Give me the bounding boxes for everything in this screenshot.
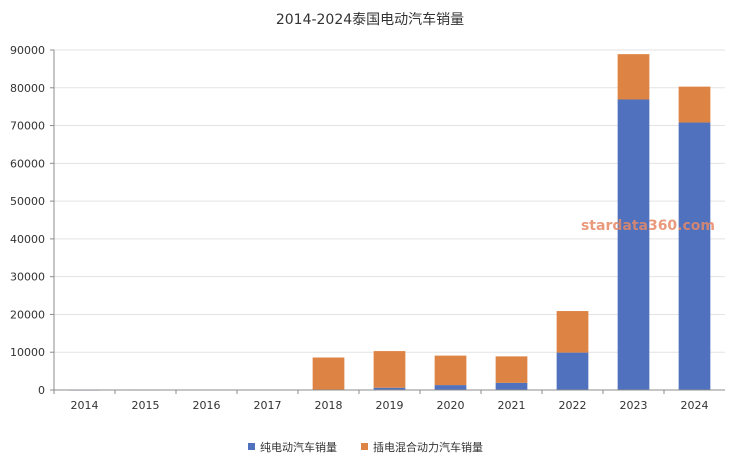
bar-phev-2022	[556, 311, 589, 353]
x-tick-label: 2019	[376, 399, 404, 412]
y-tick-label: 60000	[10, 157, 45, 170]
x-tick-label: 2018	[315, 399, 343, 412]
y-tick-label: 90000	[10, 44, 45, 57]
grid-lines	[54, 49, 725, 353]
bar-bev-2024	[678, 122, 711, 391]
x-tick-label: 2017	[254, 399, 282, 412]
bar-bev-2022	[556, 352, 589, 390]
y-tick-label: 50000	[10, 195, 45, 208]
legend-swatch	[361, 443, 368, 450]
legend: 纯电动汽车销量 插电混合动力汽车销量	[248, 440, 483, 454]
x-tick-label: 2014	[71, 399, 99, 412]
bars	[68, 54, 711, 391]
watermark-text: stardata360.com	[581, 218, 715, 234]
y-axis-ticks: 0 10000 20000 30000 40000 50000 60000 70000 8000…	[10, 44, 54, 397]
x-tick-label: 2015	[132, 399, 160, 412]
x-axis-ticks: 2014 2015 2016 2017 2018 2019 2020 2021 2022 2023…	[53, 390, 709, 412]
y-tick-label: 10000	[10, 346, 45, 359]
bar-bev-2019	[373, 387, 406, 390]
x-tick-label: 2020	[437, 399, 465, 412]
bar-phev-2020	[434, 355, 467, 386]
y-tick-label: 70000	[10, 120, 45, 133]
x-tick-label: 2022	[559, 399, 587, 412]
y-tick-label: 0	[38, 384, 45, 397]
bar-phev-2018	[312, 357, 345, 390]
bar-phev-2024	[678, 86, 711, 123]
x-tick-label: 2023	[620, 399, 648, 412]
bar-phev-2019	[373, 351, 406, 388]
x-tick-label: 2021	[498, 399, 526, 412]
bar-phev-2023	[617, 54, 650, 100]
legend-label: 插电混合动力汽车销量	[373, 440, 483, 454]
legend-swatch	[248, 443, 255, 450]
x-tick-label: 2024	[681, 399, 709, 412]
y-tick-label: 30000	[10, 271, 45, 284]
x-tick-label: 2016	[193, 399, 221, 412]
bar-phev-2021	[495, 356, 528, 383]
bar-bev-2023	[617, 99, 650, 390]
legend-label: 纯电动汽车销量	[260, 440, 337, 454]
chart-title: 2014-2024泰国电动汽车销量	[276, 11, 464, 28]
y-tick-label: 40000	[10, 233, 45, 246]
y-tick-label: 80000	[10, 82, 45, 95]
bar-bev-2021	[495, 382, 528, 390]
bar-bev-2020	[434, 385, 467, 390]
y-tick-label: 20000	[10, 308, 45, 321]
